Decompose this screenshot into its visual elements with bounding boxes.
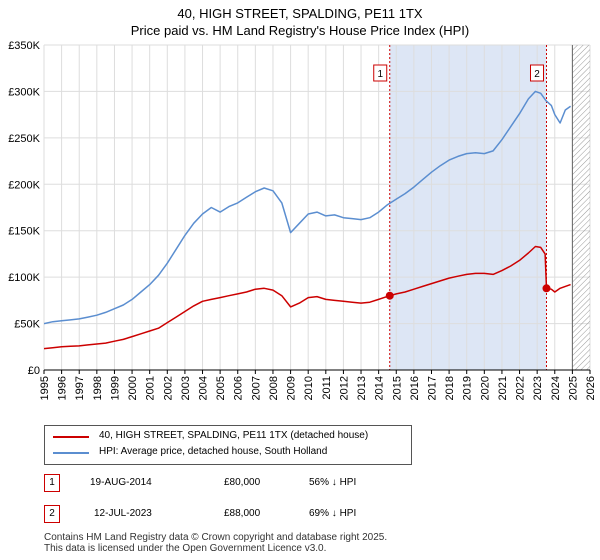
- price-chart: 1 2 £0 £50K £100K £150K £200K £250K £300K £350K 1…: [8, 40, 597, 400]
- legend-label-hpi: HPI: Average price, detached house, Sout…: [99, 446, 328, 457]
- series-line-property: [44, 245, 571, 350]
- x-tick-label: 2000: [127, 376, 139, 400]
- x-tick-label: 2002: [162, 376, 174, 400]
- x-tick-label: 2009: [286, 376, 298, 400]
- footer-copyright: Contains HM Land Registry data © Crown c…: [44, 532, 388, 543]
- x-tick-label: 2015: [391, 376, 403, 400]
- x-tick-label: 2007: [250, 376, 262, 400]
- x-tick-label: 2008: [268, 376, 280, 400]
- x-tick-label: 2019: [462, 376, 474, 400]
- y-tick-label: £300K: [8, 86, 40, 98]
- sale-price-2: £88,000: [224, 508, 261, 519]
- x-tick-label: 2011: [321, 376, 333, 400]
- series-line-hpi: [44, 90, 572, 325]
- legend-swatch-property: [53, 436, 89, 438]
- sale-period-band: [389, 45, 547, 370]
- x-tick-label: 2026: [585, 376, 597, 400]
- x-tick-label: 2021: [497, 376, 509, 400]
- sale-label-box-2: [529, 64, 544, 82]
- x-tick-label: 2018: [444, 376, 456, 400]
- sale-point-2: [542, 284, 551, 293]
- sale-point-1: [385, 291, 394, 300]
- x-tick-label: 1997: [74, 376, 86, 400]
- legend-swatch-hpi: [53, 452, 89, 454]
- x-tick-label: 2020: [479, 376, 491, 400]
- y-tick-label: £200K: [8, 179, 40, 191]
- sale-hpi-1: 56% ↓ HPI: [309, 477, 357, 488]
- x-tick-label: 2023: [532, 376, 544, 400]
- x-tick-label: 2005: [215, 376, 227, 400]
- sale-label-box-1: [373, 64, 388, 82]
- y-tick-label: £0: [28, 365, 40, 377]
- x-tick-label: 2014: [374, 376, 386, 400]
- y-tick-label: £250K: [8, 133, 40, 145]
- footer-licence: This data is licensed under the Open Gov…: [44, 543, 327, 554]
- x-tick-label: 2001: [145, 376, 157, 400]
- y-tick-label: £350K: [8, 40, 40, 52]
- x-tick-label: 2025: [567, 376, 579, 400]
- x-tick-label: 2003: [180, 376, 192, 400]
- x-tick-label: 1996: [57, 376, 69, 400]
- sale-date-1: 19-AUG-2014: [90, 477, 152, 488]
- chart-subtitle: Price paid vs. HM Land Registry's House …: [130, 23, 470, 38]
- x-tick-label: 2022: [515, 376, 527, 400]
- x-tick-label: 2006: [233, 376, 245, 400]
- legend: 40, HIGH STREET, SPALDING, PE11 1TX (det…: [44, 425, 412, 465]
- sale-badge-1: 1: [44, 474, 60, 492]
- x-tick-label: 2016: [409, 376, 421, 400]
- x-tick-label: 1998: [92, 376, 104, 400]
- legend-label-property: 40, HIGH STREET, SPALDING, PE11 1TX (det…: [99, 430, 369, 441]
- x-tick-label: 2013: [356, 376, 368, 400]
- x-tick-label: 2004: [198, 376, 210, 400]
- sale-date-2: 12-JUL-2023: [94, 508, 152, 519]
- future-region-hatch: [572, 45, 590, 370]
- x-tick-label: 2024: [550, 376, 562, 400]
- x-tick-label: 1995: [39, 376, 51, 400]
- sale-hpi-2: 69% ↓ HPI: [309, 508, 357, 519]
- sale-price-1: £80,000: [224, 477, 261, 488]
- x-tick-label: 2010: [303, 376, 315, 400]
- x-tick-label: 2017: [426, 376, 438, 400]
- y-tick-label: £100K: [8, 272, 40, 284]
- y-tick-label: £50K: [14, 319, 40, 331]
- chart-title: 40, HIGH STREET, SPALDING, PE11 1TX: [177, 6, 423, 21]
- x-tick-label: 1999: [109, 376, 121, 400]
- sale-label-1: 1: [377, 69, 383, 80]
- x-tick-label: 2012: [338, 376, 350, 400]
- y-tick-label: £150K: [8, 226, 40, 238]
- sale-badge-2: 2: [44, 505, 60, 523]
- sale-label-2: 2: [534, 69, 540, 80]
